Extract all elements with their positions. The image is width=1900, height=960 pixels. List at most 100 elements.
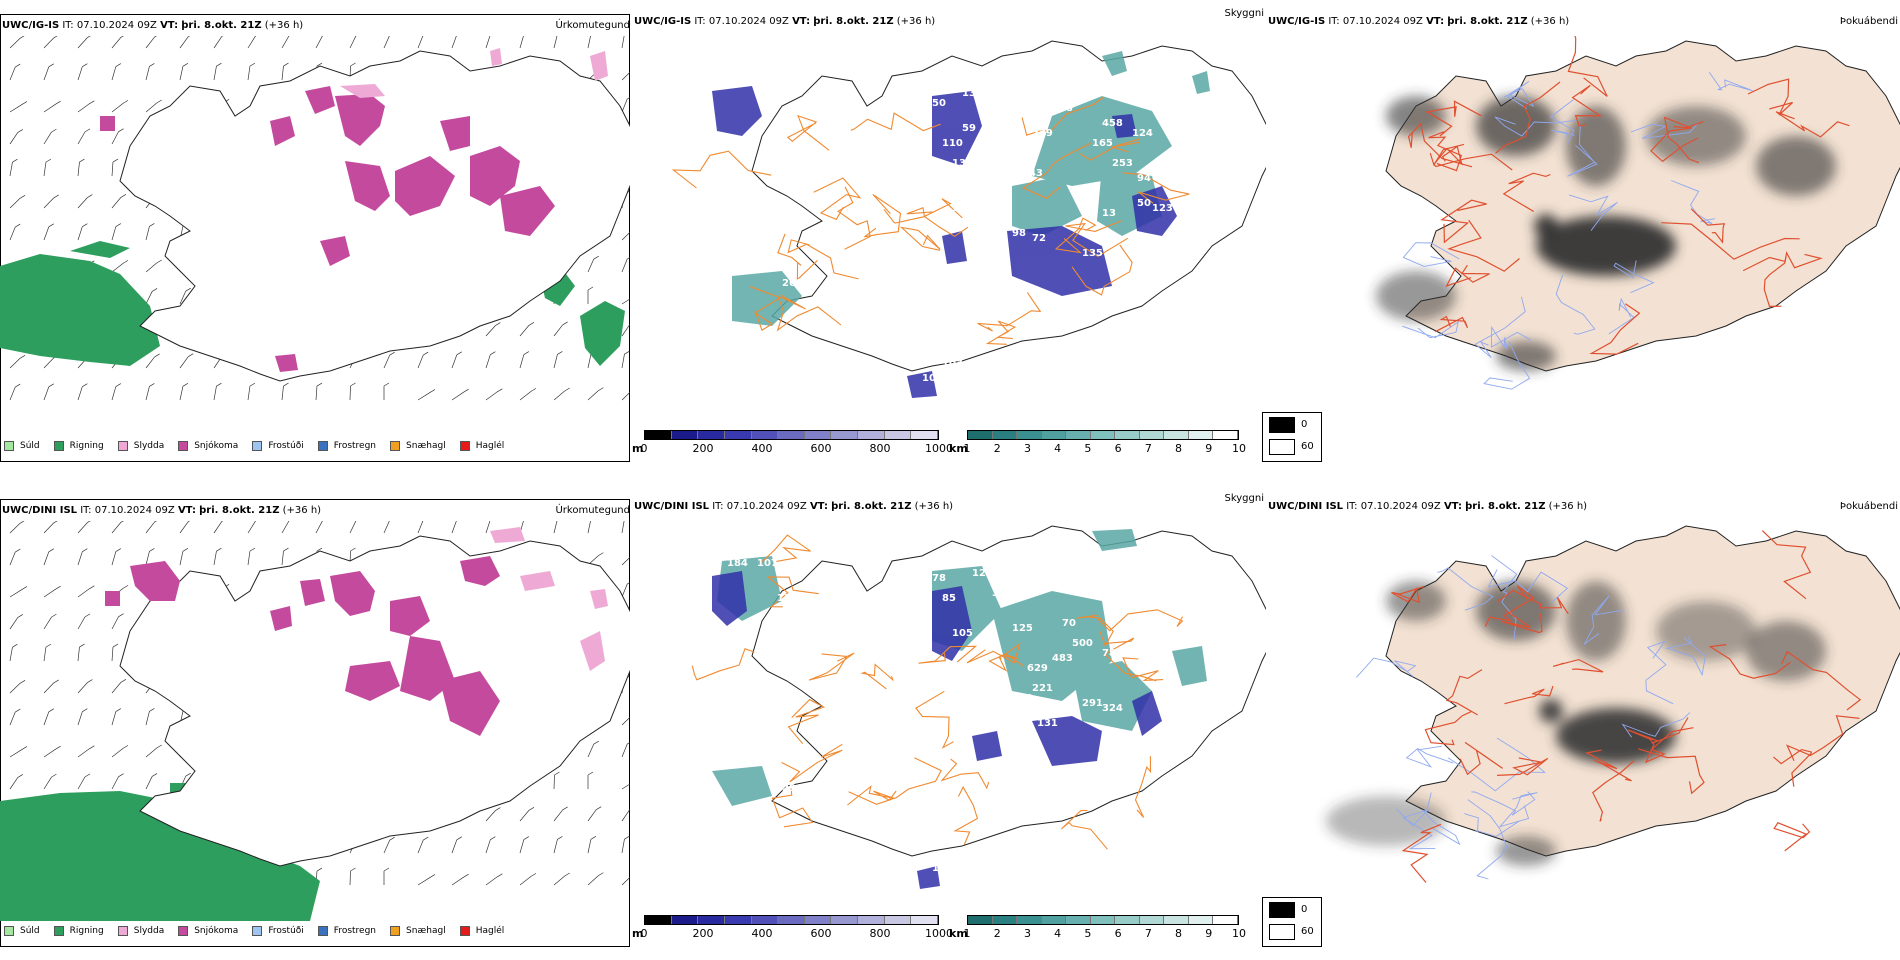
wind-barb — [383, 382, 390, 400]
precip-map — [0, 521, 630, 921]
station-value: 110 — [942, 138, 963, 149]
river-line — [1568, 194, 1618, 231]
wind-barb — [43, 128, 57, 145]
colorbar-segment — [724, 431, 752, 439]
river-line — [1396, 808, 1436, 850]
road-line — [1434, 315, 1469, 333]
wind-barb — [145, 773, 158, 790]
colorbar-segment — [804, 431, 832, 439]
colorbar-tick: 400 — [751, 927, 773, 940]
station-value: 308 — [1052, 103, 1073, 114]
colorbar-segment — [1188, 916, 1214, 924]
road-line — [1021, 97, 1104, 136]
visibility-colorbar: km 1 2 3 4 5 6 7 8 9 10 — [947, 913, 1247, 941]
legend-label: Rigning — [69, 441, 104, 451]
precip-map — [0, 36, 630, 401]
rain-area — [70, 241, 130, 258]
colorbar-segment — [698, 916, 725, 924]
rain-area — [0, 791, 320, 921]
road-line — [1571, 84, 1603, 127]
colorbar-segment — [1041, 431, 1067, 439]
road-line — [953, 785, 979, 845]
station-value: 291 — [1082, 698, 1103, 709]
road-line — [1122, 172, 1190, 204]
road-line — [1407, 122, 1473, 168]
legend-label: Frostúði — [268, 441, 304, 451]
colorbar-tick: 3 — [1023, 927, 1031, 940]
road-line — [786, 115, 830, 151]
road-line — [1781, 650, 1862, 711]
vt-label: VT: — [160, 20, 179, 31]
river-line — [1498, 792, 1538, 828]
road-line — [1071, 244, 1133, 296]
legend-item: Haglél — [459, 923, 505, 939]
wind-barb — [417, 874, 436, 886]
station-value: 202 — [1012, 693, 1033, 704]
road-network — [1407, 36, 1850, 355]
river-line — [1474, 296, 1526, 359]
wind-barb — [43, 745, 61, 758]
road-line — [766, 576, 819, 608]
colorbar-segment — [1139, 916, 1165, 924]
wind-barb — [417, 36, 424, 49]
road-line — [750, 286, 842, 332]
road-line — [940, 758, 990, 790]
wind-barb — [213, 521, 224, 534]
ceiling-colorbar: m 0 200 400 600 800 1000 — [632, 913, 953, 941]
road-line — [1425, 100, 1482, 137]
road-line — [1504, 685, 1554, 705]
it-label: IT: — [62, 20, 74, 31]
legend-label: Snjókoma — [194, 441, 239, 451]
road-line — [781, 743, 843, 783]
colorbar-tick: 200 — [692, 442, 714, 455]
legend-swatch — [1269, 902, 1295, 918]
wind-barb — [281, 36, 290, 49]
wind-barb — [111, 643, 119, 662]
colorbar-segment — [671, 431, 699, 439]
colorbar-tick: 10 — [1232, 442, 1246, 455]
legend-swatch — [117, 441, 128, 451]
legend-swatch — [459, 926, 470, 936]
wind-barb — [587, 740, 599, 758]
road-line — [813, 177, 862, 221]
wind-barb — [9, 158, 18, 177]
it-value: 07.10.2024 09Z — [1360, 501, 1441, 512]
station-value: 116 — [1102, 573, 1123, 584]
station-value: 98 — [1012, 228, 1026, 239]
vt-value: þri. 8.okt. 21Z — [199, 505, 280, 516]
river-line — [1504, 80, 1535, 109]
station-value: 131 — [1037, 718, 1058, 729]
road-line — [1661, 222, 1800, 260]
legend-swatch — [390, 441, 401, 451]
colorbar-segment — [1066, 916, 1091, 924]
model-name: UWC/IG-IS — [1268, 16, 1326, 27]
legend-label: Snjókoma — [194, 926, 239, 936]
wind-barb — [553, 771, 560, 790]
lead-time: (+36 h) — [914, 501, 954, 512]
road-line — [1761, 530, 1812, 600]
road-line — [915, 690, 954, 749]
station-value: 165 — [1092, 138, 1113, 149]
wind-barb — [111, 678, 127, 694]
vt-label: VT: — [792, 16, 811, 27]
colorbar-segment — [1213, 916, 1239, 924]
legend-label: Haglél — [475, 926, 505, 936]
road-line — [1065, 220, 1129, 257]
wind-barb — [621, 783, 630, 790]
road-line — [1445, 669, 1483, 716]
road-line — [771, 786, 814, 828]
wind-barb — [111, 548, 122, 566]
iceland-outline — [751, 40, 1266, 372]
wind-barb — [9, 614, 24, 630]
colorbar-segment — [751, 431, 779, 439]
colorbar-tick: 1 — [963, 927, 971, 940]
wind-barb — [553, 36, 558, 49]
wind-barb — [43, 773, 57, 790]
wind-barb — [145, 744, 162, 758]
wind-barb — [451, 388, 469, 401]
vt-label: VT: — [177, 505, 196, 516]
station-value: 294 — [782, 783, 803, 794]
wind-barb — [111, 745, 129, 758]
colorbar-tick: 3 — [1023, 442, 1031, 455]
